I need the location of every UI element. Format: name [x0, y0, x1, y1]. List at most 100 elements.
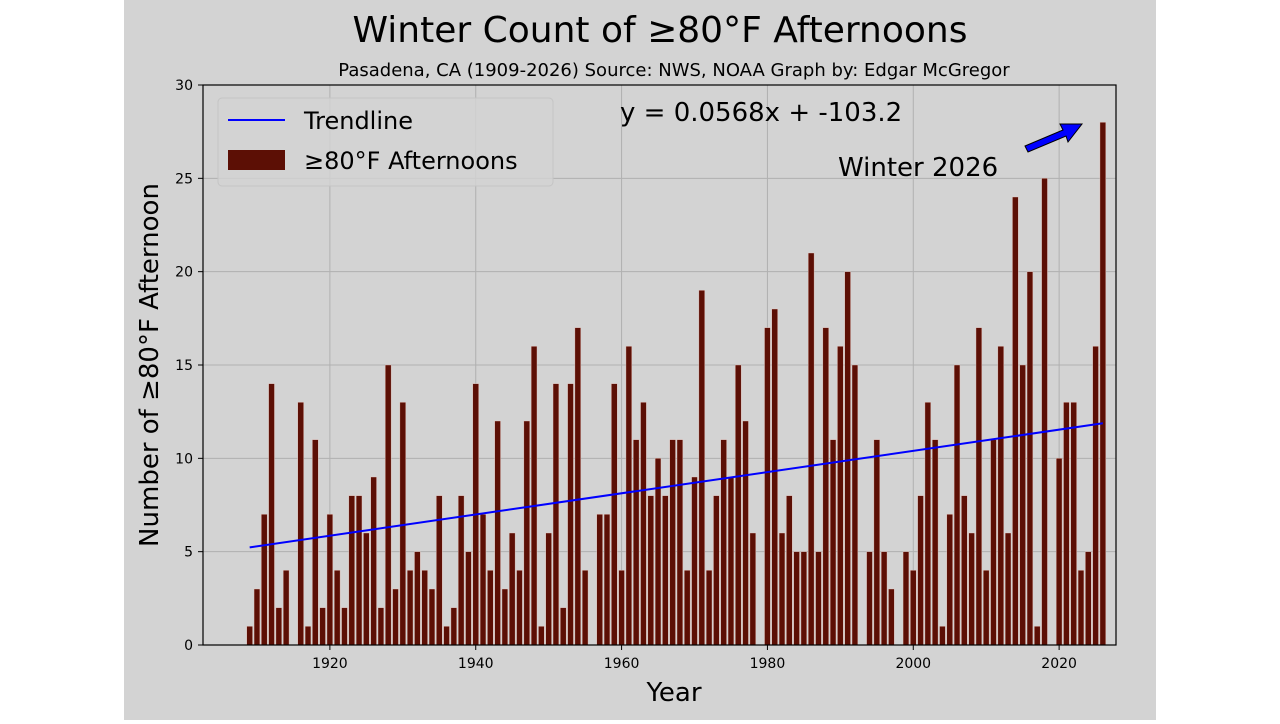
bar-1928 [385, 364, 392, 646]
trendline-line [249, 422, 1104, 549]
bar-1990 [837, 346, 844, 646]
bar-1973 [713, 495, 720, 646]
bar-1938 [458, 495, 465, 646]
bar-1955 [582, 570, 589, 646]
bar-1966 [662, 495, 669, 646]
bar-1929 [392, 588, 399, 646]
bar-2004 [939, 626, 946, 646]
bar-1974 [720, 439, 727, 646]
bar-2014 [1012, 196, 1019, 646]
bar-1999 [902, 551, 910, 646]
bar-1941 [479, 514, 487, 646]
bar-1946 [516, 570, 523, 646]
bar-1995 [873, 439, 880, 646]
bar-2017 [1034, 626, 1041, 646]
bar-1931 [406, 570, 414, 646]
y-tick-label: 5 [184, 545, 193, 561]
bar-1910 [253, 588, 261, 646]
bar-2010 [983, 570, 990, 646]
bar-1933 [421, 570, 428, 646]
bar-1930 [399, 402, 406, 646]
x-tick-label: 1960 [604, 656, 640, 672]
bar-2007 [961, 495, 968, 646]
bar-2024 [1085, 551, 1092, 646]
bar-2021 [1063, 402, 1070, 646]
x-tick-label: 1920 [312, 656, 348, 672]
bar-1984 [793, 551, 800, 646]
bar-1963 [640, 402, 647, 646]
x-tick-label: 2020 [1041, 656, 1077, 672]
bar-2026 [1099, 122, 1106, 646]
bar-1912 [268, 383, 275, 646]
bar-1968 [676, 439, 684, 646]
bar-1987 [815, 551, 822, 646]
bar-1965 [654, 458, 662, 646]
bar-1921 [334, 570, 341, 646]
y-axis-label: Number of ≥80°F Afternoon [135, 183, 165, 547]
bar-1957 [596, 514, 603, 646]
bar-2025 [1092, 346, 1099, 646]
bar-2011 [990, 439, 997, 646]
bar-1916 [297, 402, 304, 646]
bar-1932 [414, 551, 421, 646]
bars [246, 122, 1106, 646]
bar-2023 [1077, 570, 1085, 646]
bar-1949 [538, 626, 545, 646]
bar-1992 [851, 364, 859, 646]
bar-1927 [377, 607, 385, 646]
x-axis-label: Year [645, 678, 701, 708]
bar-2015 [1019, 364, 1026, 646]
x-tick-label: 2000 [895, 656, 931, 672]
bar-1943 [494, 420, 501, 646]
bar-1996 [880, 551, 888, 646]
chart-subtitle: Pasadena, CA (1909-2026) Source: NWS, NO… [338, 60, 1010, 81]
y-tick-label: 10 [175, 451, 193, 467]
bar-1958 [603, 514, 611, 646]
bar-1913 [275, 607, 282, 646]
x-tick-label: 1980 [750, 656, 786, 672]
bar-2006 [953, 364, 961, 646]
bar-1945 [509, 532, 516, 646]
trendline [249, 422, 1104, 549]
bar-1922 [341, 607, 348, 646]
y-tick-label: 30 [175, 78, 193, 94]
bar-1962 [633, 439, 640, 646]
winter-2026-callout: Winter 2026 [838, 153, 998, 183]
bar-1976 [735, 364, 742, 646]
bar-1926 [370, 476, 377, 646]
bar-1936 [443, 626, 450, 646]
bar-2022 [1070, 402, 1077, 646]
bar-1960 [618, 570, 625, 646]
bar-1920 [326, 514, 334, 646]
legend-trendline-label: Trendline [303, 107, 413, 135]
legend-box [217, 97, 554, 187]
bar-1982 [778, 532, 786, 646]
trend-equation: y = 0.0568x + -103.2 [620, 98, 902, 128]
y-tick-label: 25 [175, 171, 193, 187]
bar-1981 [771, 308, 778, 646]
bar-1944 [501, 588, 509, 646]
bar-2005 [946, 514, 953, 646]
bar-1978 [749, 532, 756, 646]
bar-2003 [932, 439, 939, 646]
x-tick-label: 1940 [458, 656, 494, 672]
bar-1917 [304, 626, 312, 646]
bar-1994 [866, 551, 873, 646]
bar-1923 [348, 495, 355, 646]
y-tick-label: 20 [175, 265, 193, 281]
bar-1947 [523, 420, 530, 646]
bar-1948 [530, 346, 538, 646]
bar-1911 [261, 514, 268, 646]
bar-1909 [246, 626, 253, 646]
bar-1937 [450, 607, 457, 646]
bar-1986 [808, 252, 815, 646]
bar-1959 [611, 383, 618, 646]
bar-1950 [545, 532, 552, 646]
ticks: 1920 1940 1960 1980 2000 2020 0 5 10 15 20 25 30 [175, 78, 1077, 672]
legend-bar-swatch [228, 150, 285, 170]
bar-1951 [552, 383, 560, 646]
bar-1919 [319, 607, 326, 646]
bar-1954 [574, 327, 581, 646]
legend: Trendline ≥80°F Afternoons [217, 97, 554, 187]
